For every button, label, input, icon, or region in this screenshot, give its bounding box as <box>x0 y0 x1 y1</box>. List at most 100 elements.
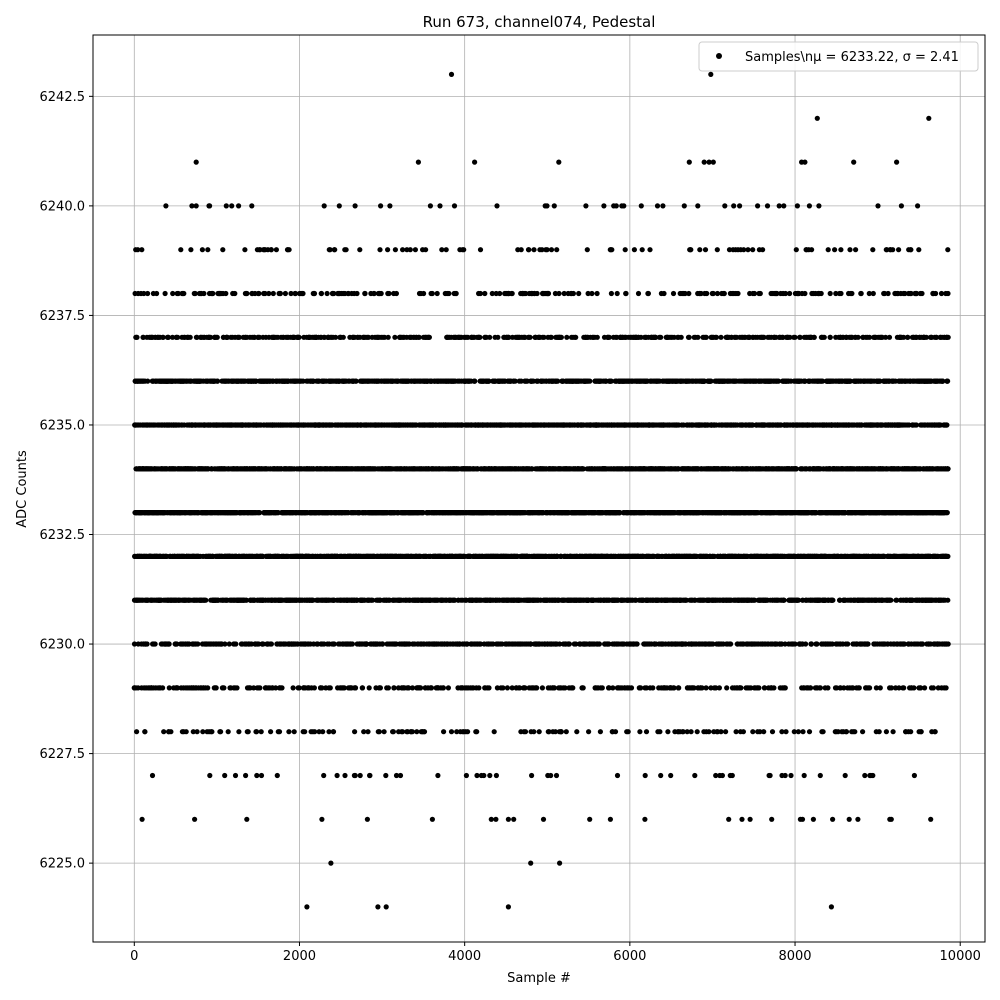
data-point <box>486 685 492 691</box>
data-point <box>487 772 493 779</box>
data-point <box>465 729 471 735</box>
data-point <box>352 203 358 209</box>
data-point <box>257 509 263 516</box>
data-point <box>254 729 260 735</box>
data-point <box>390 729 396 735</box>
data-point <box>386 290 392 297</box>
data-point <box>194 729 200 735</box>
data-point <box>258 772 265 779</box>
data-point <box>365 729 371 735</box>
data-point <box>534 685 540 691</box>
data-point <box>385 685 391 691</box>
data-point <box>352 729 358 735</box>
data-point <box>291 729 297 735</box>
data-point <box>232 772 239 779</box>
data-point <box>474 729 480 735</box>
data-point <box>245 729 251 735</box>
data-point <box>286 729 292 735</box>
data-point <box>251 685 257 691</box>
data-point <box>226 641 232 647</box>
data-point <box>509 290 515 297</box>
data-point <box>183 729 189 735</box>
data-point <box>168 729 174 735</box>
data-point <box>192 816 198 822</box>
data-point <box>174 641 180 647</box>
data-point <box>536 729 542 735</box>
data-point <box>234 685 240 691</box>
data-point <box>207 772 213 779</box>
data-point <box>380 641 386 647</box>
data-point <box>407 247 413 253</box>
data-point <box>343 247 349 253</box>
data-point <box>321 772 327 779</box>
data-point <box>139 816 145 822</box>
data-point <box>174 685 181 691</box>
data-point <box>477 334 483 340</box>
data-point <box>213 685 219 691</box>
data-point <box>327 247 333 253</box>
data-point <box>244 816 250 822</box>
data-point <box>268 729 274 735</box>
data-point <box>205 685 211 691</box>
data-point <box>154 290 160 297</box>
data-point <box>296 334 302 340</box>
data-point <box>367 772 373 779</box>
data-point <box>166 685 172 691</box>
data-point <box>540 816 547 822</box>
data-point <box>243 772 249 779</box>
data-point <box>522 729 529 735</box>
data-point <box>302 729 308 735</box>
data-point <box>493 772 499 779</box>
data-point <box>526 247 532 253</box>
data-point <box>170 290 176 297</box>
data-point <box>260 641 266 647</box>
data-point <box>332 247 338 253</box>
data-point <box>236 729 242 735</box>
data-point <box>429 816 435 822</box>
data-point <box>421 290 427 297</box>
data-point <box>236 203 242 209</box>
data-point <box>324 290 330 297</box>
data-point <box>242 247 248 253</box>
data-point <box>387 203 393 209</box>
data-point <box>378 290 384 297</box>
data-point <box>448 729 455 735</box>
data-point <box>511 816 517 822</box>
data-point <box>135 247 141 253</box>
data-point <box>327 685 333 691</box>
data-point <box>392 247 398 253</box>
data-point <box>463 772 469 779</box>
data-point <box>268 247 274 253</box>
data-point <box>488 816 494 822</box>
data-point <box>300 378 306 384</box>
data-point <box>481 772 487 779</box>
data-point <box>201 290 207 297</box>
data-point <box>482 290 488 297</box>
data-point <box>195 641 201 647</box>
data-point <box>161 729 167 735</box>
data-point <box>500 685 506 691</box>
data-point <box>381 729 387 735</box>
data-point <box>273 685 279 691</box>
data-point <box>391 685 397 691</box>
data-point <box>377 247 383 253</box>
data-point <box>163 203 169 209</box>
data-point <box>223 203 229 209</box>
data-point <box>274 772 280 779</box>
data-point <box>440 685 446 691</box>
data-point <box>288 290 294 297</box>
data-point <box>190 729 196 735</box>
data-point <box>225 729 231 735</box>
data-point <box>342 772 348 779</box>
data-point <box>352 685 359 691</box>
data-point <box>273 247 279 253</box>
data-point <box>385 334 391 340</box>
data-point <box>446 290 452 297</box>
data-point <box>166 641 172 647</box>
data-point <box>423 247 429 253</box>
data-point <box>531 729 537 735</box>
data-point <box>199 247 205 253</box>
data-point <box>330 729 337 735</box>
